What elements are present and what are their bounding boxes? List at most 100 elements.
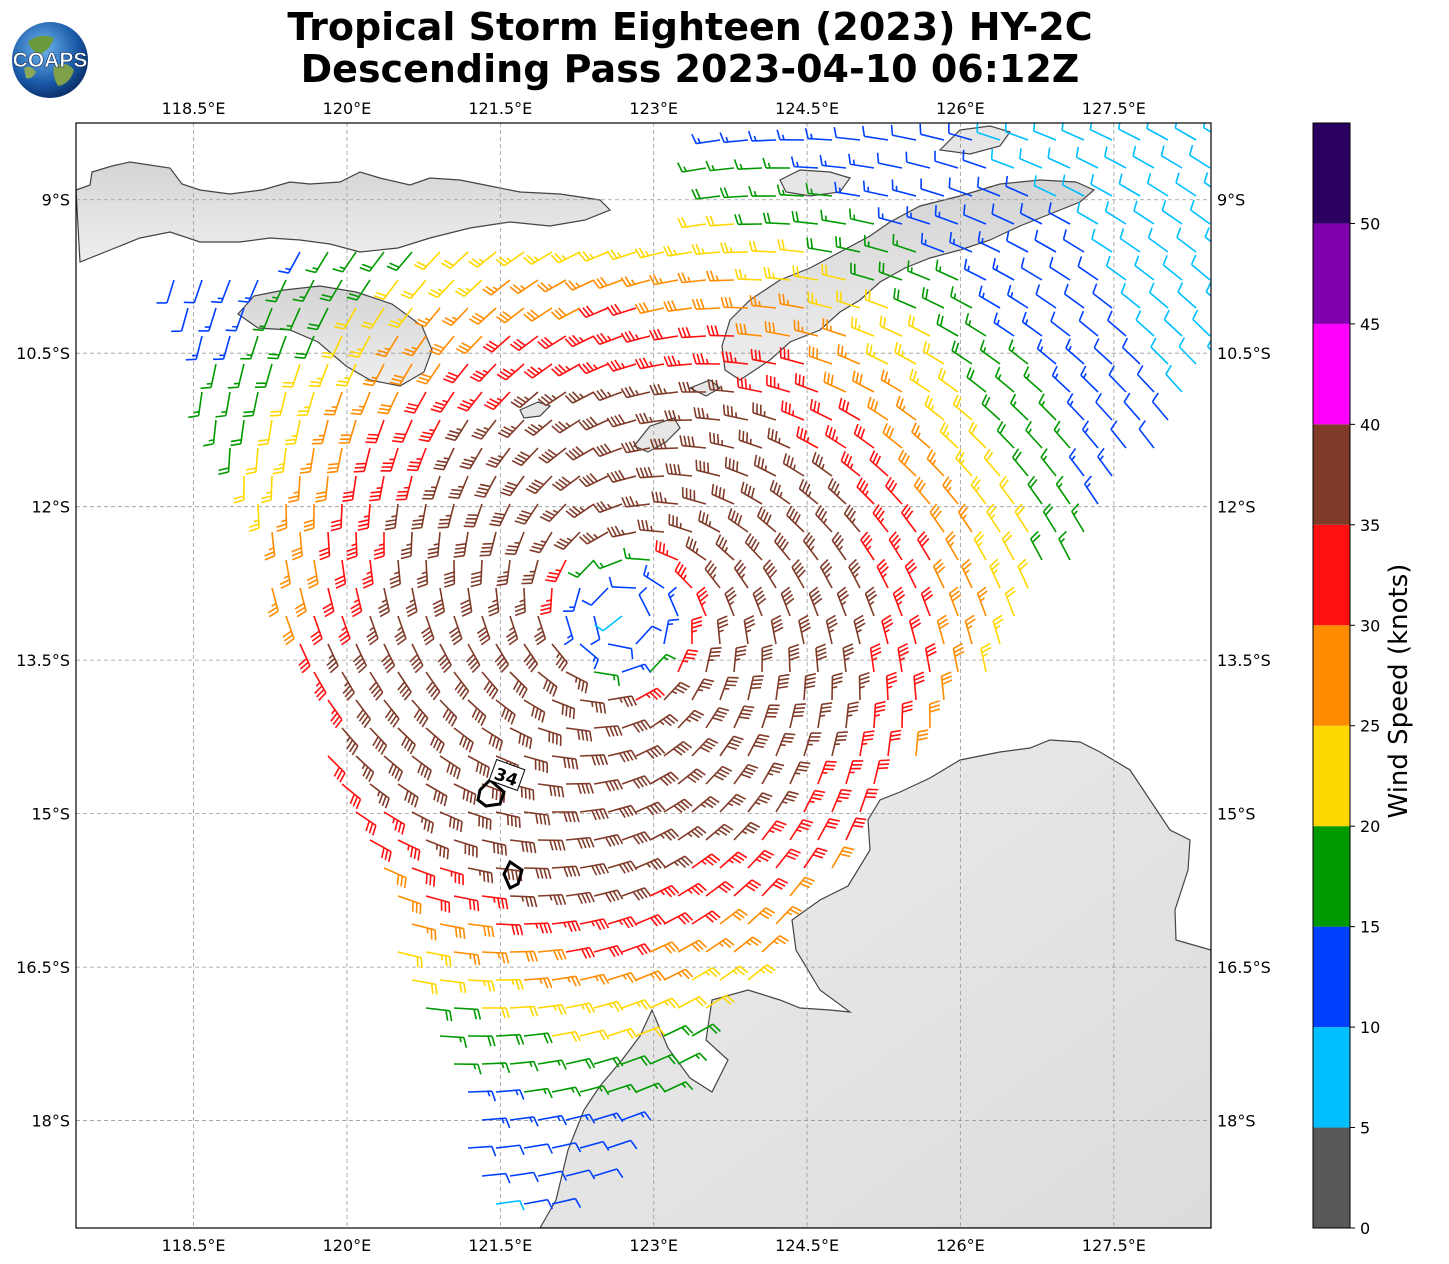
wind-barb bbox=[551, 975, 581, 987]
lon-tick-label: 126°E bbox=[936, 99, 985, 118]
wind-barb bbox=[793, 319, 819, 337]
wind-barb bbox=[453, 1063, 482, 1075]
wind-barb bbox=[685, 536, 707, 561]
wind-barb bbox=[764, 321, 791, 337]
axis-tick-labels: 118.5°E 118.5°E 120°E 120°E 121.5°E 121.5°E 12… bbox=[16, 99, 1271, 1255]
wind-barb bbox=[635, 1026, 666, 1038]
wind-barb bbox=[481, 1172, 511, 1184]
wind-barb bbox=[1133, 200, 1155, 225]
wind-barb bbox=[499, 475, 525, 497]
wind-barb bbox=[443, 363, 469, 384]
wind-barb bbox=[346, 531, 358, 561]
wind-barb bbox=[495, 1199, 525, 1211]
wind-barb bbox=[789, 761, 811, 785]
wind-barb bbox=[663, 618, 680, 645]
wind-barb bbox=[936, 313, 959, 337]
wind-barb bbox=[961, 558, 973, 589]
wind-barb bbox=[808, 345, 833, 365]
wind-barb bbox=[359, 251, 385, 272]
wind-barb bbox=[1036, 338, 1057, 365]
wind-barb bbox=[439, 867, 464, 886]
wind-barb bbox=[867, 396, 889, 421]
wind-barb bbox=[649, 884, 680, 898]
colorbar-bin bbox=[1313, 1127, 1350, 1228]
wind-barb bbox=[968, 421, 987, 449]
wind-barb bbox=[411, 811, 435, 834]
wind-barb bbox=[551, 1142, 582, 1153]
colorbar-bin bbox=[1313, 625, 1350, 726]
wind-34kt-contour bbox=[476, 777, 524, 891]
wind-barb bbox=[578, 473, 609, 488]
wind-barb bbox=[448, 615, 463, 646]
wind-barb bbox=[663, 1081, 694, 1093]
wind-barb bbox=[993, 312, 1015, 337]
wind-barb bbox=[678, 381, 707, 393]
lon-tick-label: 124.5°E bbox=[775, 99, 839, 118]
wind-barb bbox=[864, 289, 889, 309]
wind-barb bbox=[1071, 503, 1085, 533]
wind-barb bbox=[911, 422, 931, 449]
wind-barb bbox=[869, 643, 882, 673]
wind-barb bbox=[365, 419, 385, 444]
wind-barb bbox=[743, 615, 756, 645]
wind-barb bbox=[411, 755, 432, 781]
wind-barb bbox=[843, 504, 861, 533]
wind-barb bbox=[607, 971, 638, 984]
wind-barb bbox=[691, 616, 703, 645]
wind-barb bbox=[397, 951, 423, 969]
wind-barb bbox=[592, 443, 623, 458]
colorbar-tick-label: 5 bbox=[1360, 1119, 1370, 1138]
wind-barb bbox=[1104, 201, 1127, 225]
wind-barb bbox=[842, 643, 855, 673]
wind-barb bbox=[467, 867, 494, 884]
wind-barb bbox=[833, 126, 861, 141]
wind-barb bbox=[265, 279, 287, 303]
wind-barb bbox=[719, 793, 747, 813]
wind-barb bbox=[677, 882, 707, 897]
wind-barb bbox=[537, 391, 567, 407]
lat-tick-label: 10.5°S bbox=[16, 344, 70, 363]
wind-barb bbox=[955, 448, 973, 477]
wind-barb bbox=[858, 672, 870, 701]
wind-barb bbox=[1081, 420, 1099, 449]
wind-barb bbox=[389, 559, 402, 589]
wind-barb bbox=[719, 735, 744, 757]
wind-barb bbox=[1160, 145, 1183, 169]
wind-barb bbox=[733, 705, 755, 729]
wind-barb bbox=[663, 741, 693, 757]
wind-barb bbox=[395, 475, 413, 501]
wind-barb bbox=[850, 262, 875, 281]
wind-barb bbox=[437, 503, 455, 529]
wind-barb bbox=[705, 707, 730, 729]
colorbar-bin bbox=[1313, 323, 1350, 425]
wind-barb bbox=[747, 792, 773, 813]
wind-barb bbox=[924, 642, 937, 673]
wind-barb bbox=[495, 699, 516, 725]
wind-barb bbox=[482, 335, 511, 353]
wind-barb bbox=[635, 744, 666, 760]
wind-barb bbox=[537, 727, 562, 746]
wind-barb bbox=[422, 475, 441, 500]
wind-barb bbox=[1178, 337, 1197, 365]
wind-barb bbox=[667, 586, 679, 617]
wind-barb bbox=[551, 755, 579, 770]
wind-barb bbox=[509, 727, 533, 749]
wind-barb bbox=[338, 419, 357, 444]
wind-barb bbox=[1029, 530, 1043, 561]
wind-barb bbox=[635, 687, 666, 701]
wind-barb bbox=[593, 1112, 624, 1123]
wind-barb bbox=[607, 1083, 638, 1094]
wind-barb bbox=[413, 251, 441, 271]
wind-barb bbox=[252, 307, 273, 332]
wind-barb bbox=[606, 525, 637, 538]
wind-barb bbox=[483, 391, 511, 411]
wind-barb bbox=[1033, 175, 1057, 197]
wind-barb bbox=[467, 699, 487, 726]
wind-barb bbox=[850, 316, 875, 337]
wind-barb bbox=[691, 737, 719, 757]
wind-barb bbox=[1019, 202, 1043, 225]
wind-barb bbox=[635, 914, 666, 927]
wind-barb bbox=[1017, 558, 1029, 589]
wind-barb bbox=[928, 700, 941, 729]
wind-barb bbox=[495, 1144, 525, 1156]
